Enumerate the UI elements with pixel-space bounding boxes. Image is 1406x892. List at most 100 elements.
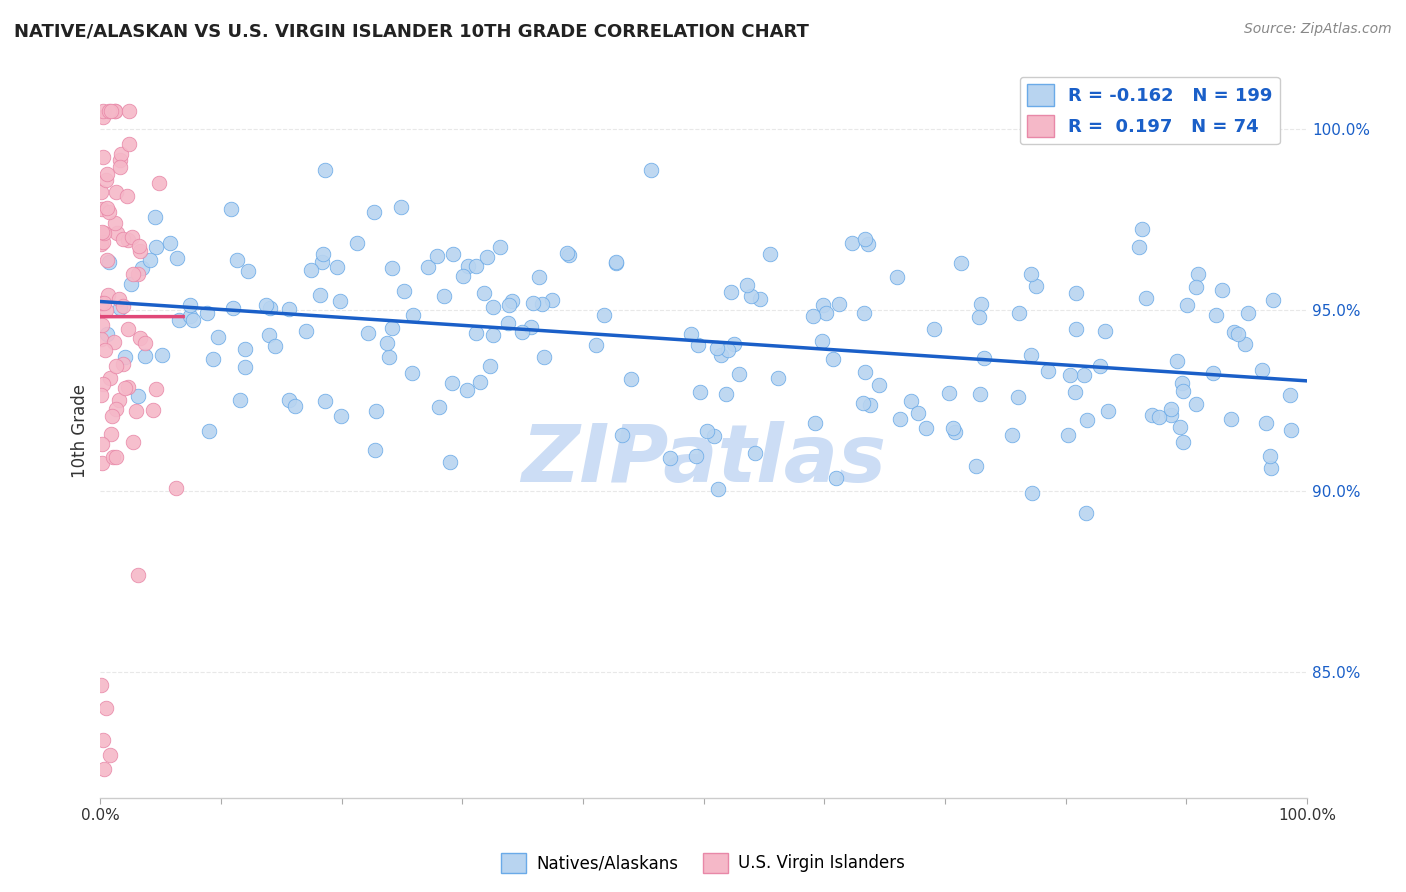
Point	[749, 292, 772, 306]
Point	[488, 240, 510, 254]
Point	[314, 394, 336, 409]
Point	[257, 327, 280, 342]
Point	[97, 287, 120, 301]
Point	[744, 446, 766, 460]
Point	[284, 399, 307, 413]
Point	[827, 297, 849, 311]
Point	[841, 235, 863, 250]
Point	[1260, 460, 1282, 475]
Point	[942, 421, 965, 435]
Point	[1021, 485, 1043, 500]
Point	[117, 322, 139, 336]
Point	[900, 394, 922, 409]
Point	[886, 270, 908, 285]
Point	[96, 167, 118, 181]
Point	[811, 334, 834, 348]
Point	[91, 377, 114, 392]
Point	[533, 350, 555, 364]
Point	[259, 301, 281, 316]
Point	[366, 404, 388, 418]
Point	[858, 236, 880, 251]
Point	[90, 185, 112, 199]
Point	[314, 163, 336, 178]
Point	[131, 261, 153, 276]
Point	[1064, 322, 1087, 336]
Point	[401, 366, 423, 380]
Point	[96, 253, 118, 268]
Point	[207, 330, 229, 344]
Point	[689, 385, 711, 400]
Legend: Natives/Alaskans, U.S. Virgin Islanders: Natives/Alaskans, U.S. Virgin Islanders	[495, 847, 911, 880]
Point	[363, 204, 385, 219]
Point	[277, 392, 299, 407]
Point	[1147, 409, 1170, 424]
Point	[93, 295, 115, 310]
Point	[1063, 385, 1085, 400]
Point	[1059, 368, 1081, 383]
Point	[93, 733, 115, 747]
Point	[1250, 363, 1272, 377]
Point	[254, 298, 277, 312]
Point	[1019, 348, 1042, 362]
Point	[1187, 267, 1209, 281]
Point	[233, 342, 256, 356]
Point	[1171, 384, 1194, 398]
Point	[1185, 280, 1208, 294]
Point	[1227, 326, 1250, 341]
Point	[90, 296, 112, 310]
Point	[416, 260, 439, 274]
Point	[1008, 306, 1031, 320]
Point	[965, 458, 987, 473]
Point	[703, 428, 725, 442]
Point	[90, 318, 112, 332]
Point	[735, 278, 758, 293]
Point	[97, 255, 120, 269]
Point	[229, 392, 252, 407]
Point	[531, 297, 554, 311]
Point	[346, 235, 368, 250]
Point	[1234, 337, 1257, 351]
Point	[134, 335, 156, 350]
Point	[143, 210, 166, 224]
Point	[91, 110, 114, 124]
Point	[728, 367, 751, 381]
Point	[118, 104, 141, 119]
Point	[969, 387, 991, 401]
Point	[308, 288, 330, 302]
Point	[148, 176, 170, 190]
Point	[696, 424, 718, 438]
Point	[1057, 427, 1080, 442]
Point	[496, 316, 519, 330]
Point	[94, 343, 117, 357]
Point	[439, 455, 461, 469]
Point	[1025, 279, 1047, 293]
Point	[1184, 397, 1206, 411]
Point	[166, 251, 188, 265]
Point	[179, 298, 201, 312]
Point	[128, 239, 150, 253]
Point	[1019, 268, 1042, 282]
Point	[1160, 401, 1182, 416]
Point	[112, 299, 135, 313]
Point	[1175, 298, 1198, 312]
Point	[859, 398, 882, 412]
Point	[1073, 368, 1095, 382]
Y-axis label: 10th Grade: 10th Grade	[72, 384, 89, 478]
Point	[907, 406, 929, 420]
Point	[717, 343, 740, 357]
Point	[1261, 293, 1284, 307]
Point	[90, 332, 112, 346]
Point	[90, 677, 112, 691]
Point	[392, 285, 415, 299]
Point	[464, 326, 486, 341]
Point	[1130, 222, 1153, 236]
Point	[104, 185, 127, 199]
Point	[605, 254, 627, 268]
Point	[375, 336, 398, 351]
Point	[90, 437, 112, 451]
Point	[510, 325, 533, 339]
Point	[1128, 240, 1150, 254]
Point	[104, 216, 127, 230]
Point	[481, 300, 503, 314]
Point	[1007, 390, 1029, 404]
